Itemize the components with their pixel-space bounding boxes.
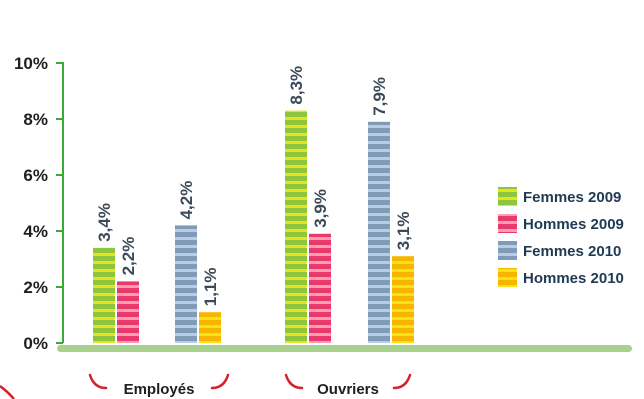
data-label: 3,4%	[95, 203, 114, 242]
bar	[392, 256, 414, 343]
data-label: 1,1%	[201, 267, 220, 306]
edge-curve	[0, 385, 15, 399]
category-brace	[392, 373, 412, 390]
x-baseline	[57, 345, 632, 352]
legend-swatch	[498, 187, 517, 206]
category-axis: Employés Ouvriers	[0, 373, 412, 399]
legend-swatch	[498, 241, 517, 260]
y-tick-label: 8%	[23, 110, 48, 129]
bars	[93, 110, 414, 343]
y-tick-label: 4%	[23, 222, 48, 241]
data-label: 8,3%	[287, 66, 306, 105]
legend: Femmes 2009 Hommes 2009 Femmes 2010 Hommes …	[498, 187, 624, 287]
legend-label: Femmes 2009	[523, 189, 621, 206]
y-axis: 0% 2% 4% 6% 8% 10%	[14, 54, 632, 353]
data-label: 2,2%	[119, 237, 138, 276]
y-tick-label: 10%	[14, 54, 48, 73]
data-label: 7,9%	[370, 77, 389, 116]
data-labels: 3,4% 2,2% 4,2% 1,1% 8,3% 3,9% 7,9% 3,1%	[95, 66, 413, 306]
bar	[93, 247, 115, 343]
y-tick-label: 2%	[23, 278, 48, 297]
data-label: 3,1%	[394, 211, 413, 250]
category-label: Ouvriers	[317, 381, 379, 398]
y-tick-label: 0%	[23, 334, 48, 353]
bar	[117, 281, 139, 343]
legend-label: Femmes 2010	[523, 243, 621, 260]
category-label: Employés	[124, 381, 195, 398]
bar	[285, 110, 307, 343]
category-brace	[210, 373, 230, 390]
legend-label: Hommes 2010	[523, 270, 624, 287]
bar	[199, 312, 221, 343]
bar	[175, 225, 197, 343]
data-label: 4,2%	[177, 181, 196, 220]
y-tick-label: 6%	[23, 166, 48, 185]
legend-label: Hommes 2009	[523, 216, 624, 233]
legend-swatch	[498, 214, 517, 233]
category-brace	[284, 373, 304, 390]
bar	[368, 121, 390, 343]
category-brace	[88, 373, 108, 390]
data-label: 3,9%	[311, 189, 330, 228]
bar	[309, 233, 331, 343]
legend-swatch	[498, 268, 517, 287]
